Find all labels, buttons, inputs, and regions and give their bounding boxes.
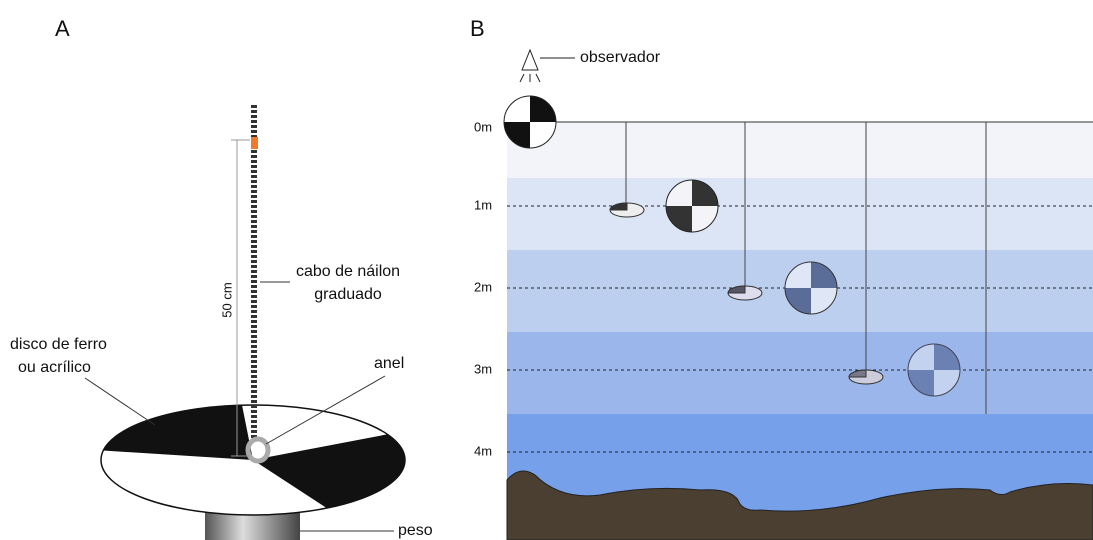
depth-label: 1m	[474, 197, 492, 212]
observer	[519, 48, 575, 83]
panel-label: B	[470, 16, 485, 41]
ring	[245, 436, 271, 464]
disk-label: disco de ferro	[10, 336, 107, 353]
rope-label: cabo de náilon	[296, 263, 400, 280]
disk-views	[503, 95, 961, 397]
depth-label: 0m	[474, 119, 492, 134]
water-layer	[507, 178, 1093, 250]
depth-label: 3m	[474, 361, 492, 376]
water-layer	[507, 122, 1093, 178]
rope-label: graduado	[314, 286, 382, 303]
rope-mark	[251, 137, 258, 149]
panel-label: A	[55, 16, 70, 41]
panel-b: B 0m 1m 2m 3m 4m observador	[470, 16, 1093, 540]
length-label: 50 cm	[219, 282, 234, 317]
weight-label: peso	[398, 522, 433, 539]
ring-label: anel	[374, 355, 404, 372]
water-layer	[507, 332, 1093, 414]
weight	[205, 512, 300, 540]
disk-label: ou acrílico	[18, 359, 91, 376]
depth-label: 4m	[474, 443, 492, 458]
strings	[625, 122, 987, 414]
sediment	[506, 470, 1093, 540]
observer-label: observador	[580, 49, 661, 66]
depth-lines	[507, 205, 1093, 453]
small-disks	[609, 202, 884, 385]
depth-label: 2m	[474, 279, 492, 294]
panel-a: A 50 cm cabo de náilon graduado disco de…	[10, 16, 433, 540]
